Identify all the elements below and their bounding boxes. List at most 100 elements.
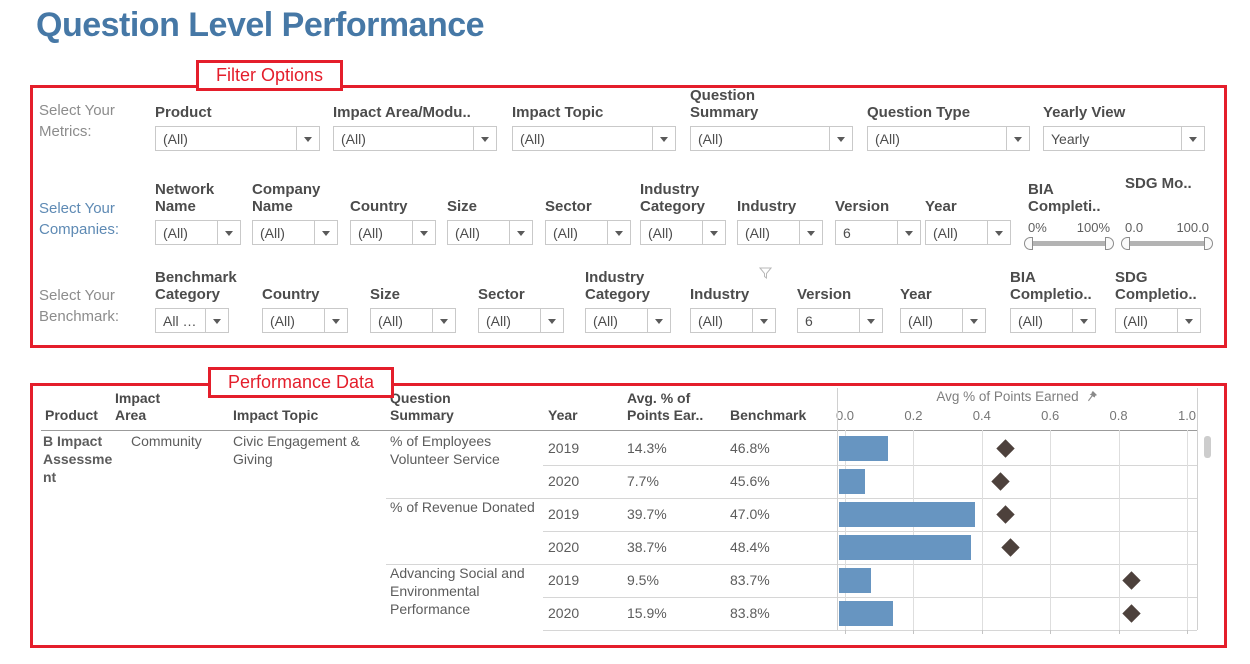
bar-mark[interactable] bbox=[839, 502, 975, 527]
chevron-down-icon[interactable] bbox=[217, 221, 240, 244]
chevron-down-icon[interactable] bbox=[897, 221, 920, 244]
chevron-down-icon[interactable] bbox=[412, 221, 435, 244]
chevron-down-icon[interactable] bbox=[324, 309, 347, 332]
chevron-down-icon[interactable] bbox=[314, 221, 337, 244]
benchmark-diamond-mark[interactable] bbox=[1122, 571, 1141, 590]
chevron-down-icon[interactable] bbox=[652, 127, 675, 150]
benchmark-diamond-mark[interactable] bbox=[991, 472, 1011, 491]
filter-funnel-icon[interactable] bbox=[758, 266, 773, 284]
chevron-down-icon[interactable] bbox=[987, 221, 1010, 244]
filter-benchmark-sector-dropdown[interactable]: (All) bbox=[478, 308, 564, 333]
chevron-down-icon[interactable] bbox=[752, 309, 775, 332]
filter-companies-version-dropdown[interactable]: 6 bbox=[835, 220, 921, 245]
filter-impact-area-module-title: Impact Area/Modu.. bbox=[333, 104, 471, 121]
benchmark-diamond-mark[interactable] bbox=[995, 439, 1015, 458]
axis-tick-label: 0.8 bbox=[1109, 408, 1128, 423]
filter-benchmark-size-dropdown[interactable]: (All) bbox=[370, 308, 456, 333]
filter-company-name-title: Company Name bbox=[252, 181, 321, 215]
chevron-down-icon[interactable] bbox=[1072, 309, 1095, 332]
filter-benchmark-category-dropdown[interactable]: All Co... bbox=[155, 308, 229, 333]
filter-impact-area-module-dropdown[interactable]: (All) bbox=[333, 126, 497, 151]
chevron-down-icon[interactable] bbox=[702, 221, 725, 244]
slider-handle-right[interactable] bbox=[1204, 237, 1213, 250]
filter-companies-size-dropdown[interactable]: (All) bbox=[447, 220, 533, 245]
filter-benchmark-industry-dropdown[interactable]: (All) bbox=[690, 308, 776, 333]
col-header-year: Year bbox=[548, 407, 578, 423]
chevron-down-icon[interactable] bbox=[829, 127, 852, 150]
cell-benchmark: 45.6% bbox=[730, 473, 770, 489]
filter-benchmark-version: Version 6 bbox=[797, 262, 883, 333]
filter-benchmark-sdg-completion-dropdown[interactable]: (All) bbox=[1115, 308, 1201, 333]
filter-companies-sector-dropdown[interactable]: (All) bbox=[545, 220, 631, 245]
chevron-down-icon[interactable] bbox=[859, 309, 882, 332]
chevron-down-icon[interactable] bbox=[540, 309, 563, 332]
filter-benchmark-version-dropdown[interactable]: 6 bbox=[797, 308, 883, 333]
bar-mark[interactable] bbox=[839, 469, 866, 494]
select-your-companies-label: Select Your Companies: bbox=[39, 200, 120, 238]
slider-handle-right[interactable] bbox=[1105, 237, 1114, 250]
pushpin-icon[interactable] bbox=[1084, 390, 1098, 404]
filter-companies-year-dropdown[interactable]: (All) bbox=[925, 220, 1011, 245]
filter-yearly-view-dropdown[interactable]: Yearly bbox=[1043, 126, 1205, 151]
bar-mark[interactable] bbox=[839, 436, 888, 461]
filter-companies-industry-category-dropdown[interactable]: (All) bbox=[640, 220, 726, 245]
benchmark-diamond-mark[interactable] bbox=[996, 505, 1015, 524]
sdg-momentum-slider[interactable]: 0.0 100.0 bbox=[1121, 220, 1213, 250]
chevron-down-icon[interactable] bbox=[1006, 127, 1029, 150]
col-header-benchmark: Benchmark bbox=[730, 407, 807, 423]
filter-benchmark-year-dropdown[interactable]: (All) bbox=[900, 308, 986, 333]
chevron-down-icon[interactable] bbox=[962, 309, 985, 332]
axis-tick-label: 1.0 bbox=[1177, 408, 1197, 423]
chart-axis-title-text: Avg % of Points Earned bbox=[936, 389, 1079, 404]
performance-data-label: Performance Data bbox=[208, 367, 395, 398]
axis-tick bbox=[845, 630, 846, 634]
chevron-down-icon[interactable] bbox=[1177, 309, 1200, 332]
gridline bbox=[913, 430, 915, 630]
bia-completion-slider[interactable]: 0% 100% bbox=[1024, 220, 1114, 250]
chart-scrollbar-thumb[interactable] bbox=[1204, 436, 1211, 458]
chevron-down-icon[interactable] bbox=[205, 309, 228, 332]
filter-benchmark-country-dropdown[interactable]: (All) bbox=[262, 308, 348, 333]
filter-question-type: Question Type (All) bbox=[867, 90, 1030, 151]
group-divider bbox=[386, 564, 1197, 565]
filter-companies-year-value: (All) bbox=[933, 224, 958, 241]
filter-network-name-dropdown[interactable]: (All) bbox=[155, 220, 241, 245]
chevron-down-icon[interactable] bbox=[509, 221, 532, 244]
chart-plot: Avg % of Points Earned 0.0 0.2 0.4 0.6 0… bbox=[836, 386, 1198, 638]
bar-mark[interactable] bbox=[839, 568, 872, 593]
bar-mark[interactable] bbox=[839, 535, 972, 560]
axis-tick-label: 0.4 bbox=[972, 408, 991, 423]
filter-benchmark-category: Benchmark Category All Co... bbox=[155, 262, 237, 333]
bar-mark[interactable] bbox=[839, 601, 894, 626]
slider-handle-left[interactable] bbox=[1024, 237, 1033, 250]
filter-bia-completion-slider-group: BIA Completi.. 0% 100% bbox=[1024, 174, 1114, 250]
chevron-down-icon[interactable] bbox=[432, 309, 455, 332]
slider-track[interactable] bbox=[1121, 237, 1213, 250]
chevron-down-icon[interactable] bbox=[607, 221, 630, 244]
chevron-down-icon[interactable] bbox=[296, 127, 319, 150]
chevron-down-icon[interactable] bbox=[799, 221, 822, 244]
slider-track[interactable] bbox=[1024, 237, 1114, 250]
chevron-down-icon[interactable] bbox=[1181, 127, 1204, 150]
chevron-down-icon[interactable] bbox=[473, 127, 496, 150]
axis-tick bbox=[1187, 630, 1188, 634]
filter-impact-topic-dropdown[interactable]: (All) bbox=[512, 126, 676, 151]
filter-companies-country-dropdown[interactable]: (All) bbox=[350, 220, 436, 245]
filter-product: Product (All) bbox=[155, 90, 320, 151]
benchmark-diamond-mark[interactable] bbox=[1001, 538, 1020, 557]
filter-benchmark-bia-completion-dropdown[interactable]: (All) bbox=[1010, 308, 1096, 333]
filter-question-type-dropdown[interactable]: (All) bbox=[867, 126, 1030, 151]
filter-companies-industry-dropdown[interactable]: (All) bbox=[737, 220, 823, 245]
filter-benchmark-industry-category-dropdown[interactable]: (All) bbox=[585, 308, 671, 333]
slider-handle-left[interactable] bbox=[1121, 237, 1130, 250]
filter-question-summary-dropdown[interactable]: (All) bbox=[690, 126, 853, 151]
benchmark-diamond-mark[interactable] bbox=[1122, 604, 1141, 623]
filter-company-name-dropdown[interactable]: (All) bbox=[252, 220, 338, 245]
filter-sdg-momentum-title: SDG Mo.. bbox=[1125, 175, 1192, 192]
filter-product-dropdown[interactable]: (All) bbox=[155, 126, 320, 151]
axis-tick bbox=[1050, 630, 1052, 634]
cell-impact-topic: Civic Engagement & Giving bbox=[233, 433, 360, 467]
filter-companies-industry-category-title: Industry Category bbox=[640, 181, 706, 215]
chevron-down-icon[interactable] bbox=[647, 309, 670, 332]
cell-question-summary: Advancing Social and Environmental Perfo… bbox=[390, 565, 525, 617]
